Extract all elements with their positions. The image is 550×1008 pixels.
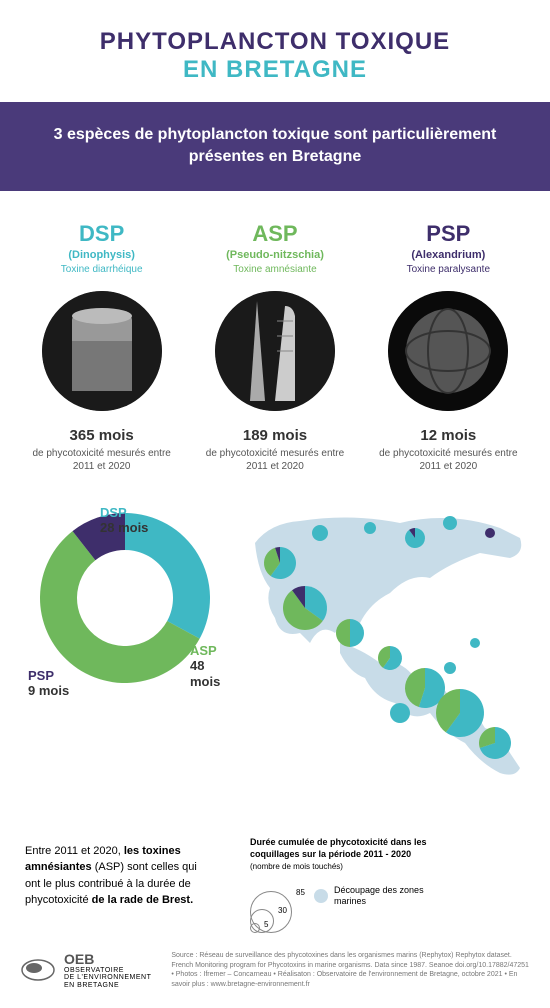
donut-label: PSP9 mois bbox=[28, 668, 69, 699]
legend-circle bbox=[250, 923, 260, 933]
banner: 3 espèces de phytoplancton toxique sont … bbox=[0, 102, 550, 191]
species-months: 365 mois bbox=[23, 427, 180, 444]
logo-text: OBSERVATOIREDE L'ENVIRONNEMENTEN BRETAGN… bbox=[64, 967, 151, 990]
species-toxin: Toxine paralysante bbox=[370, 264, 527, 275]
map-pie bbox=[443, 516, 457, 530]
map-pie bbox=[283, 586, 327, 630]
legend-circle-label: 5 bbox=[264, 920, 268, 930]
species-name: (Pseudo-nitzschia) bbox=[196, 249, 353, 261]
map-pie bbox=[390, 703, 410, 723]
legend-circle-label: 85 bbox=[296, 888, 305, 898]
map-pie bbox=[405, 528, 425, 548]
species-months: 12 mois bbox=[370, 427, 527, 444]
map-pie bbox=[336, 619, 364, 647]
map-svg bbox=[250, 503, 530, 803]
map-pie bbox=[312, 525, 328, 541]
logo-abbr: OEB bbox=[64, 951, 151, 967]
map-pie bbox=[470, 638, 480, 648]
donut-svg bbox=[40, 513, 210, 683]
species-card: PSP (Alexandrium) Toxine paralysante 12 moi… bbox=[362, 221, 535, 473]
species-row: DSP (Dinophysis) Toxine diarrhéique 365 moi… bbox=[0, 191, 550, 493]
donut-area: DSP28 mois ASP48 mois PSP9 mois bbox=[20, 503, 250, 823]
legend: Durée cumulée de phycotoxicité dans les … bbox=[250, 837, 430, 933]
map-pie bbox=[444, 662, 456, 674]
legend-circle-label: 30 bbox=[278, 906, 287, 916]
legend-zone: Découpage des zones marines bbox=[314, 885, 424, 908]
species-card: DSP (Dinophysis) Toxine diarrhéique 365 moi… bbox=[15, 221, 188, 473]
species-months: 189 mois bbox=[196, 427, 353, 444]
mid-section: DSP28 mois ASP48 mois PSP9 mois bbox=[0, 493, 550, 843]
title-line-2: EN BRETAGNE bbox=[20, 56, 530, 84]
species-name: (Dinophysis) bbox=[23, 249, 180, 261]
species-image bbox=[215, 291, 335, 411]
legend-sub: (nombre de mois touchés) bbox=[250, 862, 430, 872]
map-pie bbox=[364, 522, 376, 534]
legend-title: Durée cumulée de phycotoxicité dans les … bbox=[250, 837, 430, 860]
donut-label: ASP48 mois bbox=[190, 643, 220, 690]
map-pie bbox=[378, 646, 402, 670]
legend-circles: 85305 bbox=[250, 883, 300, 933]
header: PHYTOPLANCTON TOXIQUE EN BRETAGNE bbox=[0, 0, 550, 102]
map-pie bbox=[436, 689, 484, 737]
species-desc: de phycotoxicité mesurés entre 2011 et 2… bbox=[196, 447, 353, 473]
infographic-container: PHYTOPLANCTON TOXIQUE EN BRETAGNE 3 espè… bbox=[0, 0, 550, 1008]
note-text: Entre 2011 et 2020, les toxines amnésian… bbox=[0, 843, 240, 929]
banner-text: 3 espèces de phytoplancton toxique sont … bbox=[40, 124, 510, 169]
species-image bbox=[388, 291, 508, 411]
map-pie bbox=[479, 727, 511, 759]
species-desc: de phycotoxicité mesurés entre 2011 et 2… bbox=[23, 447, 180, 473]
map-area bbox=[250, 503, 530, 823]
species-abbr: ASP bbox=[196, 221, 353, 247]
species-desc: de phycotoxicité mesurés entre 2011 et 2… bbox=[370, 447, 527, 473]
title-line-1: PHYTOPLANCTON TOXIQUE bbox=[20, 28, 530, 56]
species-image bbox=[42, 291, 162, 411]
logo-icon bbox=[20, 956, 56, 984]
source-text: Source : Réseau de surveillance des phyc… bbox=[171, 951, 530, 990]
donut-label: DSP28 mois bbox=[100, 505, 148, 536]
species-name: (Alexandrium) bbox=[370, 249, 527, 261]
species-abbr: PSP bbox=[370, 221, 527, 247]
footer: OEB OBSERVATOIREDE L'ENVIRONNEMENTEN BRE… bbox=[0, 933, 550, 1008]
map-pie bbox=[485, 528, 495, 538]
donut-chart: DSP28 moisASP48 moisPSP9 mois bbox=[40, 513, 210, 683]
logo: OEB OBSERVATOIREDE L'ENVIRONNEMENTEN BRE… bbox=[20, 951, 151, 990]
map-pie bbox=[264, 547, 296, 579]
species-card: ASP (Pseudo-nitzschia) Toxine amnésiante 18… bbox=[188, 221, 361, 473]
zone-swatch bbox=[314, 889, 328, 903]
zone-label: Découpage des zones marines bbox=[334, 885, 424, 908]
species-abbr: DSP bbox=[23, 221, 180, 247]
species-toxin: Toxine diarrhéique bbox=[23, 264, 180, 275]
species-toxin: Toxine amnésiante bbox=[196, 264, 353, 275]
